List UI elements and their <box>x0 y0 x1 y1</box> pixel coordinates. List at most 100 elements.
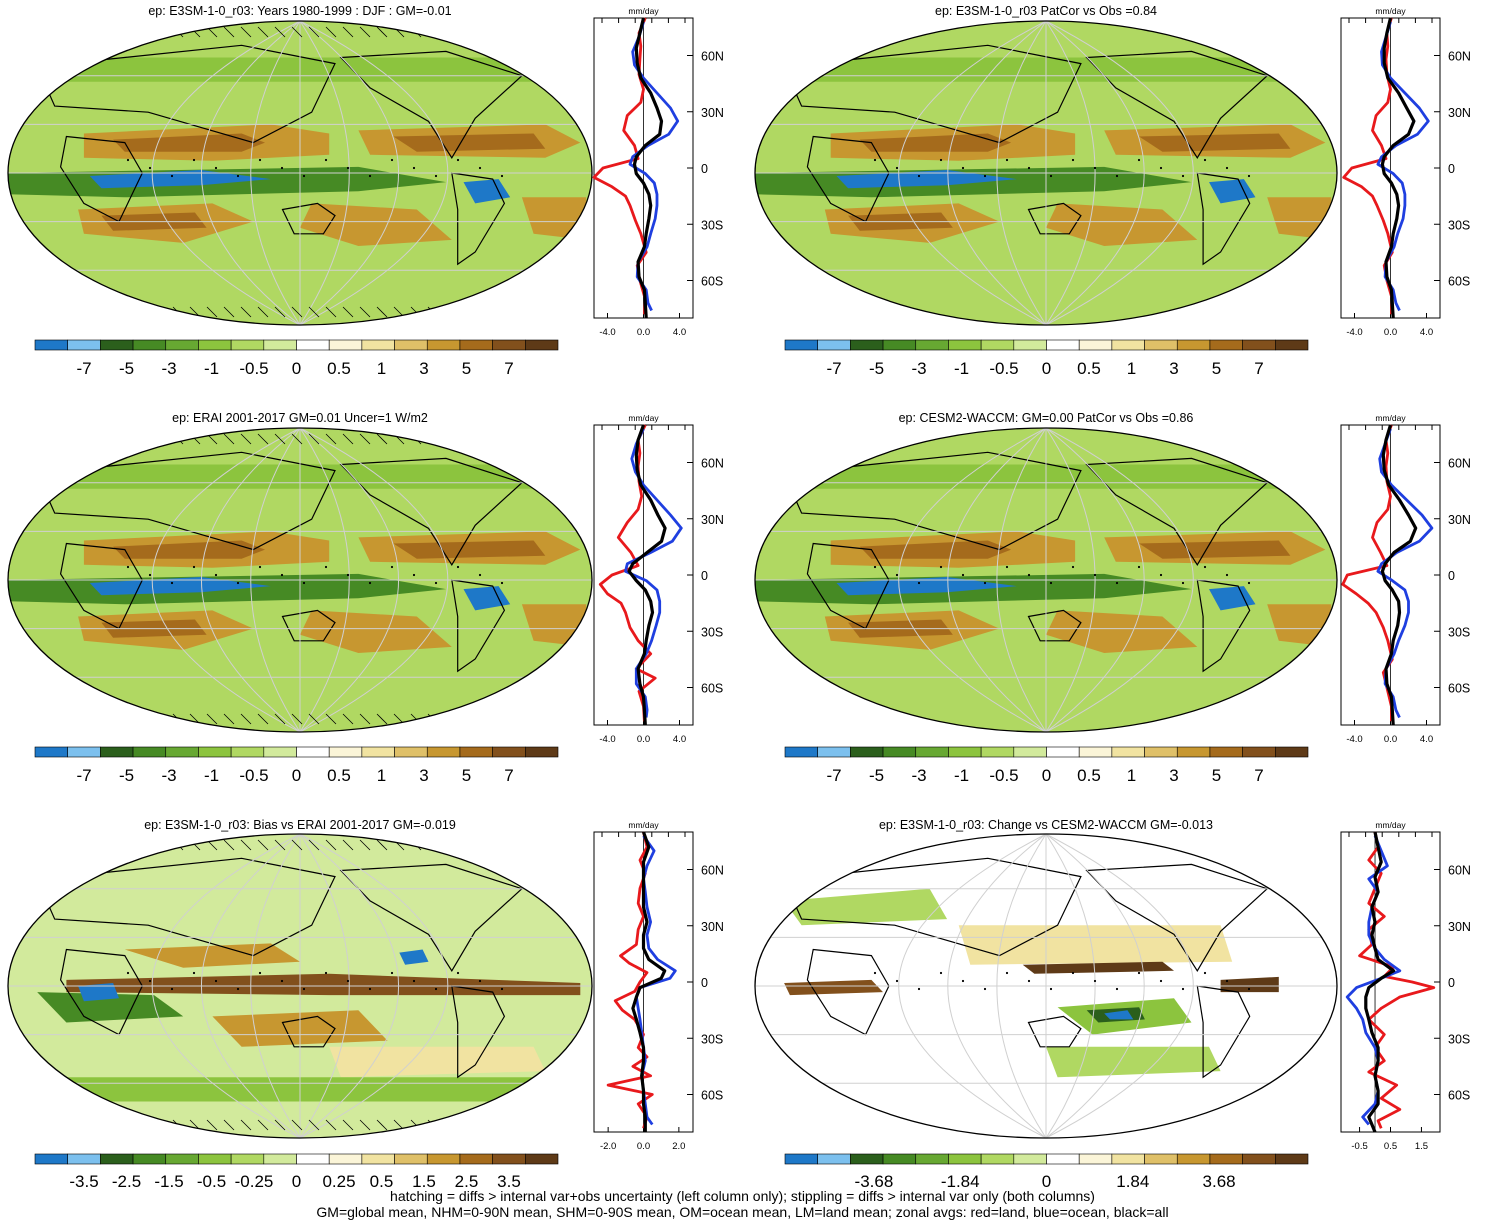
hatching-mark <box>308 713 320 725</box>
colorbar-swatch <box>492 339 526 351</box>
stippling-dot <box>961 979 965 983</box>
coastline <box>1196 985 1251 1079</box>
stippling-dot <box>873 971 877 975</box>
footer-line-2: GM=global mean, NHM=0-90N mean, SHM=0-90… <box>316 1204 1169 1220</box>
stippling-dot <box>1159 166 1163 170</box>
colorbar-swatch <box>784 1153 818 1165</box>
hatching-mark <box>240 433 252 445</box>
coastline <box>36 857 336 957</box>
coastline <box>339 457 524 566</box>
map-contour-region <box>393 133 546 152</box>
colorbar-tick-label: 5 <box>1212 766 1221 785</box>
hatching-mark <box>376 713 388 725</box>
stippling-dot <box>1093 979 1097 983</box>
colorbar-tick-label: 0.5 <box>1077 766 1101 785</box>
hatching-mark <box>342 306 354 318</box>
colorbar-tick-label: -3 <box>161 359 176 378</box>
map-panel: ep: E3SM-1-0_r03 PatCor vs Obs =0.84 <box>754 4 1338 326</box>
hatching-mark <box>257 1119 269 1131</box>
zonal-series-land <box>1358 831 1436 1129</box>
colorbar-swatch <box>100 339 134 351</box>
hatching-mark <box>257 839 269 851</box>
hatching-mark <box>87 1119 99 1131</box>
stippling-dot <box>1071 971 1075 975</box>
zonal-lat-label: 60N <box>701 457 724 471</box>
hatching-mark <box>223 26 235 38</box>
stippling-dot <box>258 565 262 569</box>
longitude-gridline <box>250 21 301 325</box>
hatching-mark <box>274 1119 286 1131</box>
colorbar-swatch <box>1144 1153 1178 1165</box>
stippling-dot <box>258 158 262 162</box>
zonal-mean-panel: mm/day -2.0 0.0 2.0 60N 30N 0 30S 60S <box>593 820 724 1152</box>
stippling-dot <box>1115 987 1119 991</box>
longitude-gridline <box>898 428 1047 732</box>
map-contour-region <box>1220 976 1279 993</box>
hatching-mark <box>104 839 116 851</box>
map-contour-region <box>124 943 300 968</box>
zonal-units-label: mm/day <box>628 6 659 16</box>
map-field <box>755 21 1337 325</box>
colorbar-swatch <box>882 339 917 351</box>
hatching-mark <box>342 713 354 725</box>
zonal-lat-label: 0 <box>1448 569 1455 583</box>
stippling-dot <box>983 174 987 178</box>
hatching-mark <box>342 1119 354 1131</box>
zonal-units-label: mm/day <box>628 820 659 830</box>
hatching-mark <box>121 433 133 445</box>
colorbar-tick-label: 0 <box>1042 359 1051 378</box>
colorbar-swatch <box>1078 339 1113 351</box>
stippling-dot <box>324 565 328 569</box>
zonal-units-label: mm/day <box>1375 6 1406 16</box>
zonal-series-all <box>627 424 667 726</box>
stippling-dot <box>1137 565 1141 569</box>
hatching-mark <box>512 306 524 318</box>
stippling-dot <box>236 174 240 178</box>
colorbar-swatch <box>850 1153 884 1165</box>
colorbar-swatch <box>1209 339 1243 351</box>
colorbar-tick-label: -1.84 <box>941 1172 980 1191</box>
colorbar-swatch <box>296 1153 330 1165</box>
stippling-dot <box>412 166 416 170</box>
longitude-gridline <box>1045 834 1096 1138</box>
hatching-mark <box>121 306 133 318</box>
zonal-series-land <box>606 831 654 1129</box>
hatching-mark <box>155 306 167 318</box>
hatching-mark <box>495 306 507 318</box>
colorbar-swatch <box>882 746 917 758</box>
hatching-mark <box>138 713 150 725</box>
colorbar-swatch <box>165 746 199 758</box>
colorbar-swatch <box>132 1153 167 1165</box>
stippling-dot <box>456 565 460 569</box>
colorbar-tick-label: 3.68 <box>1203 1172 1236 1191</box>
longitude-gridline <box>299 834 350 1138</box>
map-contour-region <box>399 949 429 965</box>
stippling-dot <box>500 174 504 178</box>
map-contour-region <box>1267 604 1332 647</box>
colorbar-swatch <box>784 339 818 351</box>
map-panel: ep: E3SM-1-0_r03: Bias vs ERAI 2001-2017… <box>7 818 593 1139</box>
longitude-gridline <box>1045 21 1194 325</box>
colorbar-swatch <box>132 746 167 758</box>
colorbar-swatch <box>328 1153 363 1165</box>
colorbar-tick-label: 5 <box>1212 359 1221 378</box>
colorbar-swatch <box>100 746 134 758</box>
hatching-mark <box>512 1119 524 1131</box>
colorbar-swatch <box>1046 1153 1080 1165</box>
colorbar-tick-label: 1 <box>1127 766 1136 785</box>
longitude-gridline <box>299 21 399 325</box>
map-contour-region <box>463 179 511 204</box>
colorbar-tick-label: 0.25 <box>322 1172 355 1191</box>
zonal-lat-label: 30N <box>701 513 724 527</box>
colorbar-tick-label: -5 <box>869 359 884 378</box>
colorbar-tick-label: 0 <box>1042 1172 1051 1191</box>
hatching-mark <box>291 839 303 851</box>
hatching-mark <box>478 306 490 318</box>
colorbar-swatch <box>1242 746 1276 758</box>
coastline <box>783 44 1082 144</box>
stippling-dot <box>873 158 877 162</box>
map-field <box>8 428 592 732</box>
hatching-mark <box>342 26 354 38</box>
hatching-mark <box>223 433 235 445</box>
colorbar-tick-label: 0.5 <box>1077 359 1101 378</box>
